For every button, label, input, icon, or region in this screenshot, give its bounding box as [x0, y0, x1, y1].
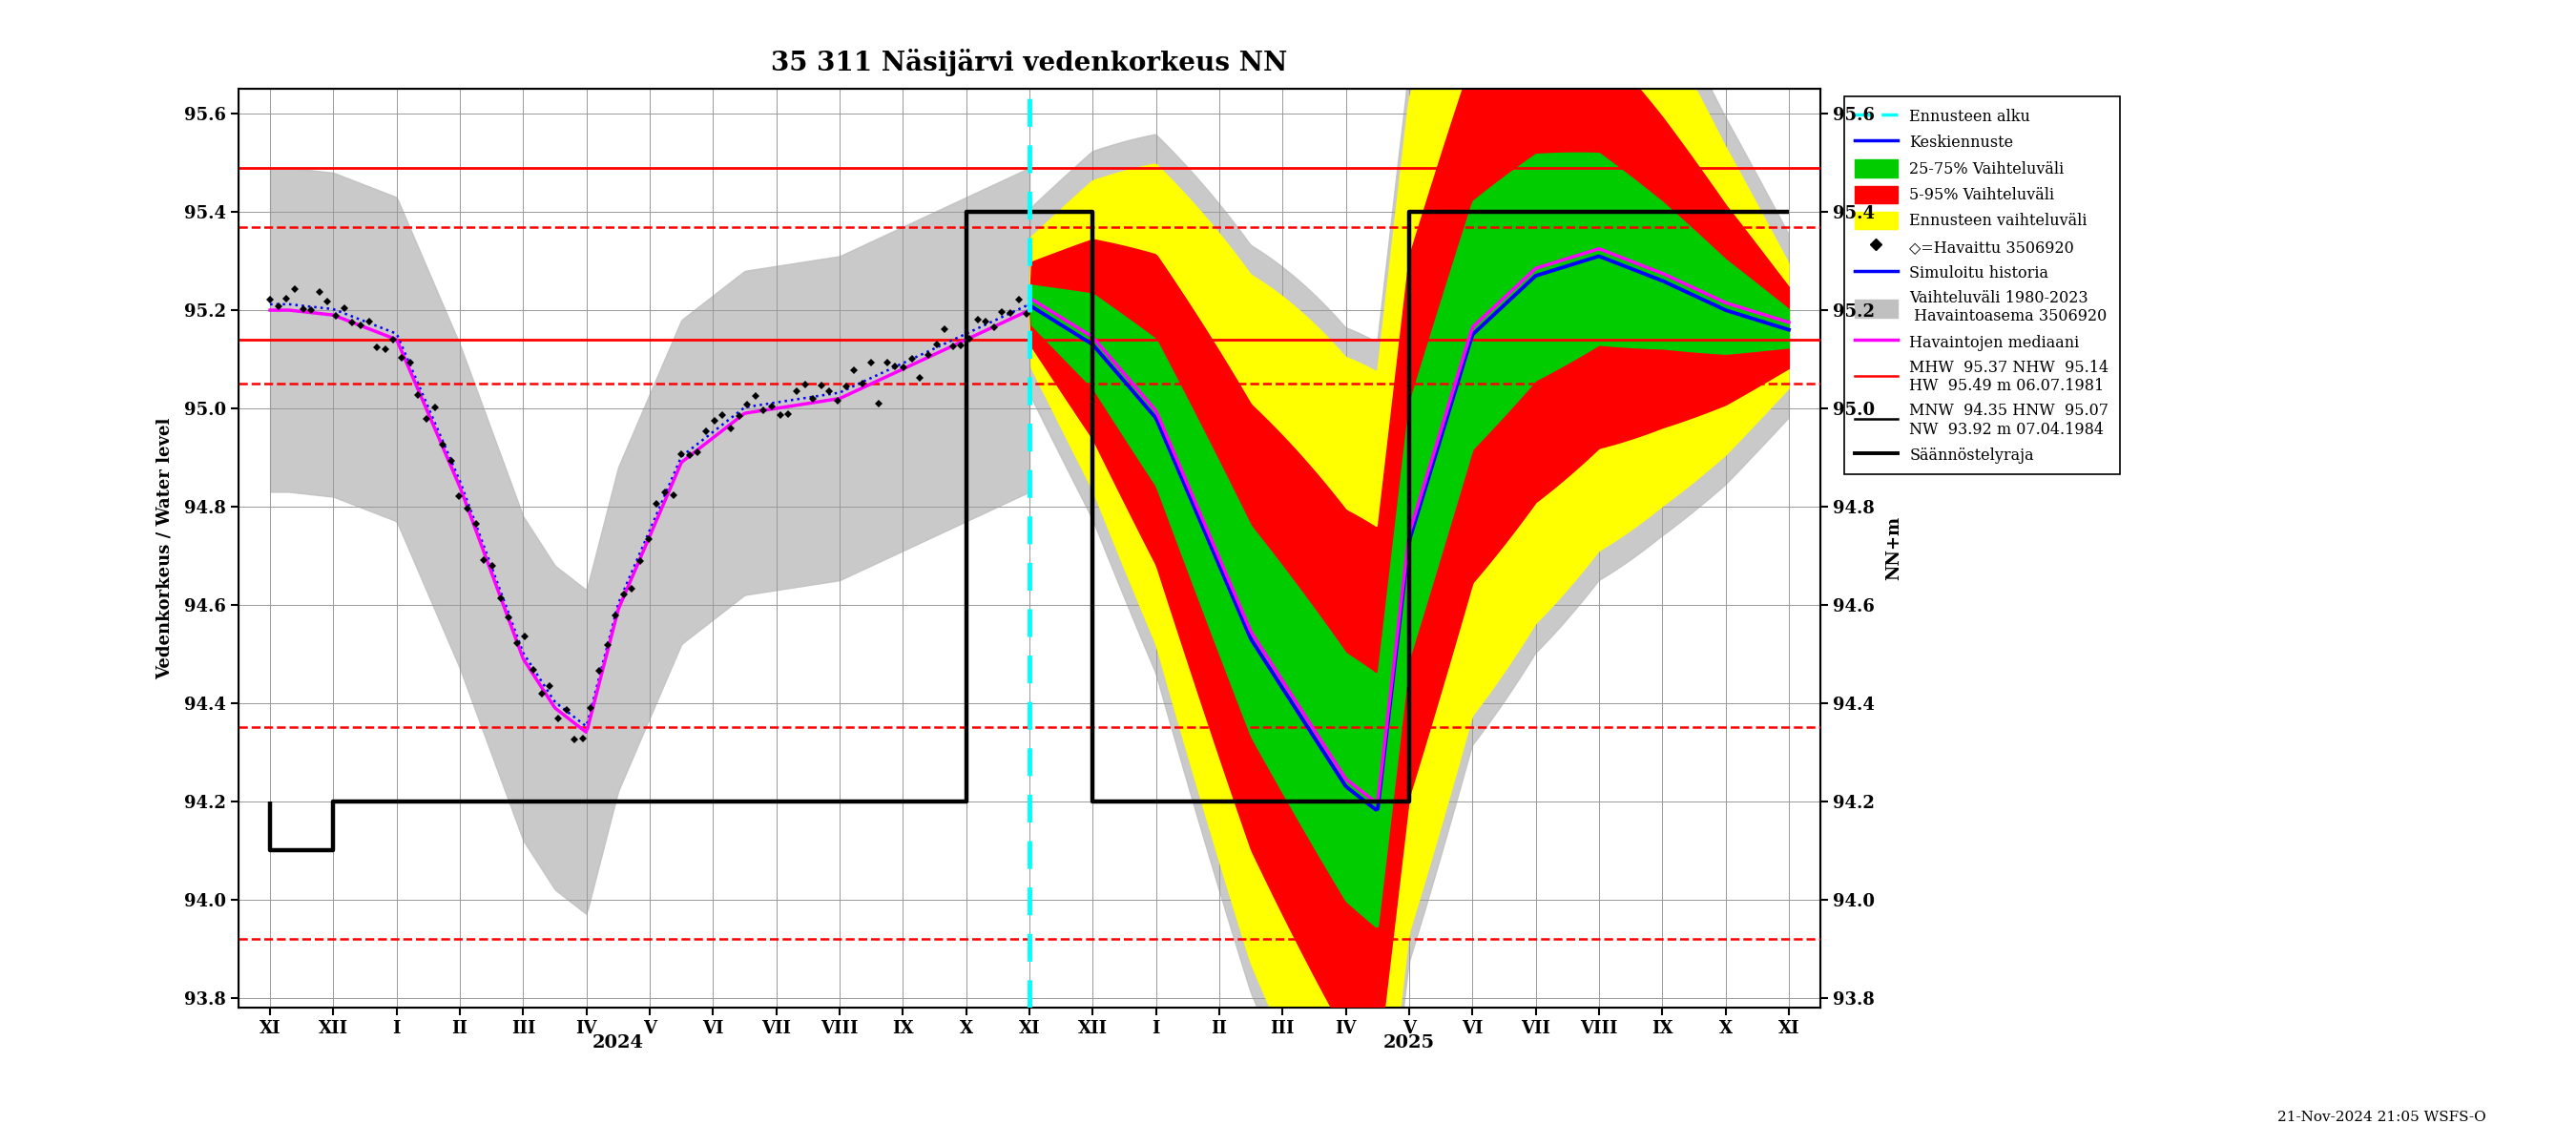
Title: 35 311 Näsijärvi vedenkorkeus NN: 35 311 Näsijärvi vedenkorkeus NN — [770, 48, 1288, 77]
Legend: Ennusteen alku, Keskiennuste, 25-75% Vaihteluväli, 5-95% Vaihteluväli, Ennusteen: Ennusteen alku, Keskiennuste, 25-75% Vai… — [1844, 97, 2120, 474]
Text: 21-Nov-2024 21:05 WSFS-O: 21-Nov-2024 21:05 WSFS-O — [2277, 1111, 2486, 1124]
Y-axis label: NN+m: NN+m — [1886, 516, 1904, 581]
Y-axis label: Vedenkorkeus / Water level: Vedenkorkeus / Water level — [157, 418, 173, 679]
Text: 2024: 2024 — [592, 1034, 644, 1051]
Text: 2025: 2025 — [1383, 1034, 1435, 1051]
